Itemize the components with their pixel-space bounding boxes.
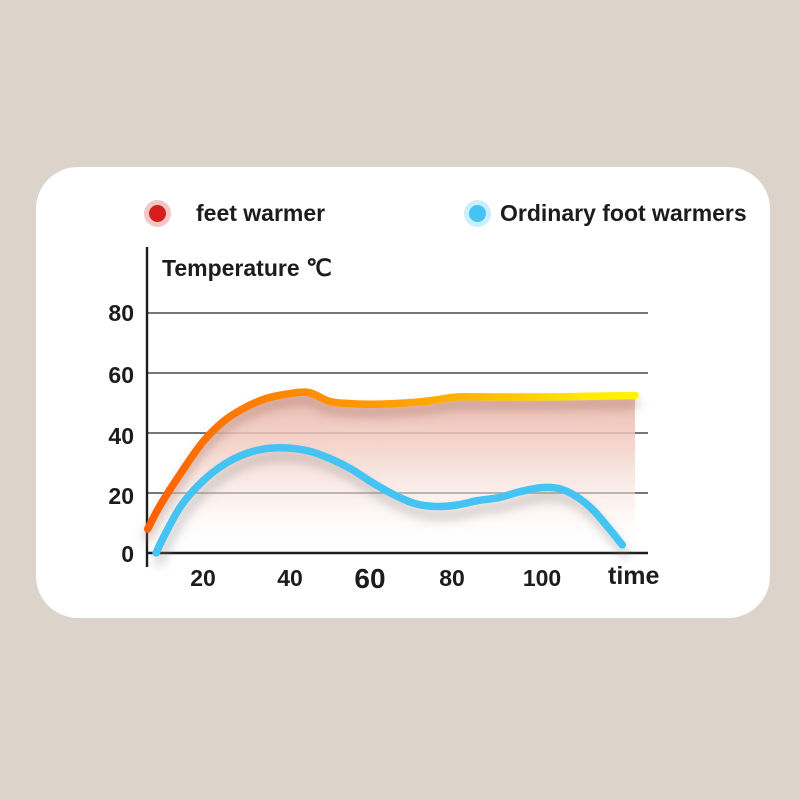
feet-warmer-curve xyxy=(143,388,639,533)
legend-item-ordinary-foot-warmers: Ordinary foot warmers xyxy=(469,200,747,227)
x-tick-80: 80 xyxy=(439,565,465,591)
y-tick-80: 80 xyxy=(108,300,134,326)
y-axis-title: Temperature ℃ xyxy=(162,255,332,281)
legend-label-ordinary-foot-warmers: Ordinary foot warmers xyxy=(500,200,747,226)
y-tick-20: 20 xyxy=(108,483,134,509)
x-tick-40: 40 xyxy=(277,565,303,591)
x-tick-100: 100 xyxy=(523,565,561,591)
y-tick-60: 60 xyxy=(108,362,134,388)
ordinary-foot-warmers-curve xyxy=(152,444,627,557)
legend-label-feet-warmer: feet warmer xyxy=(196,200,326,226)
legend-item-feet-warmer: feet warmer xyxy=(149,200,325,227)
x-tick-20: 20 xyxy=(190,565,216,591)
y-tick-0: 0 xyxy=(121,541,134,567)
x-axis-title: time xyxy=(608,562,660,590)
feet-warmer-dot-icon xyxy=(149,205,166,222)
feet-warmer-area-fill xyxy=(147,392,635,553)
y-tick-40: 40 xyxy=(108,423,134,449)
x-tick-60: 60 xyxy=(354,563,385,594)
ordinary-foot-warmers-dot-icon xyxy=(469,205,486,222)
